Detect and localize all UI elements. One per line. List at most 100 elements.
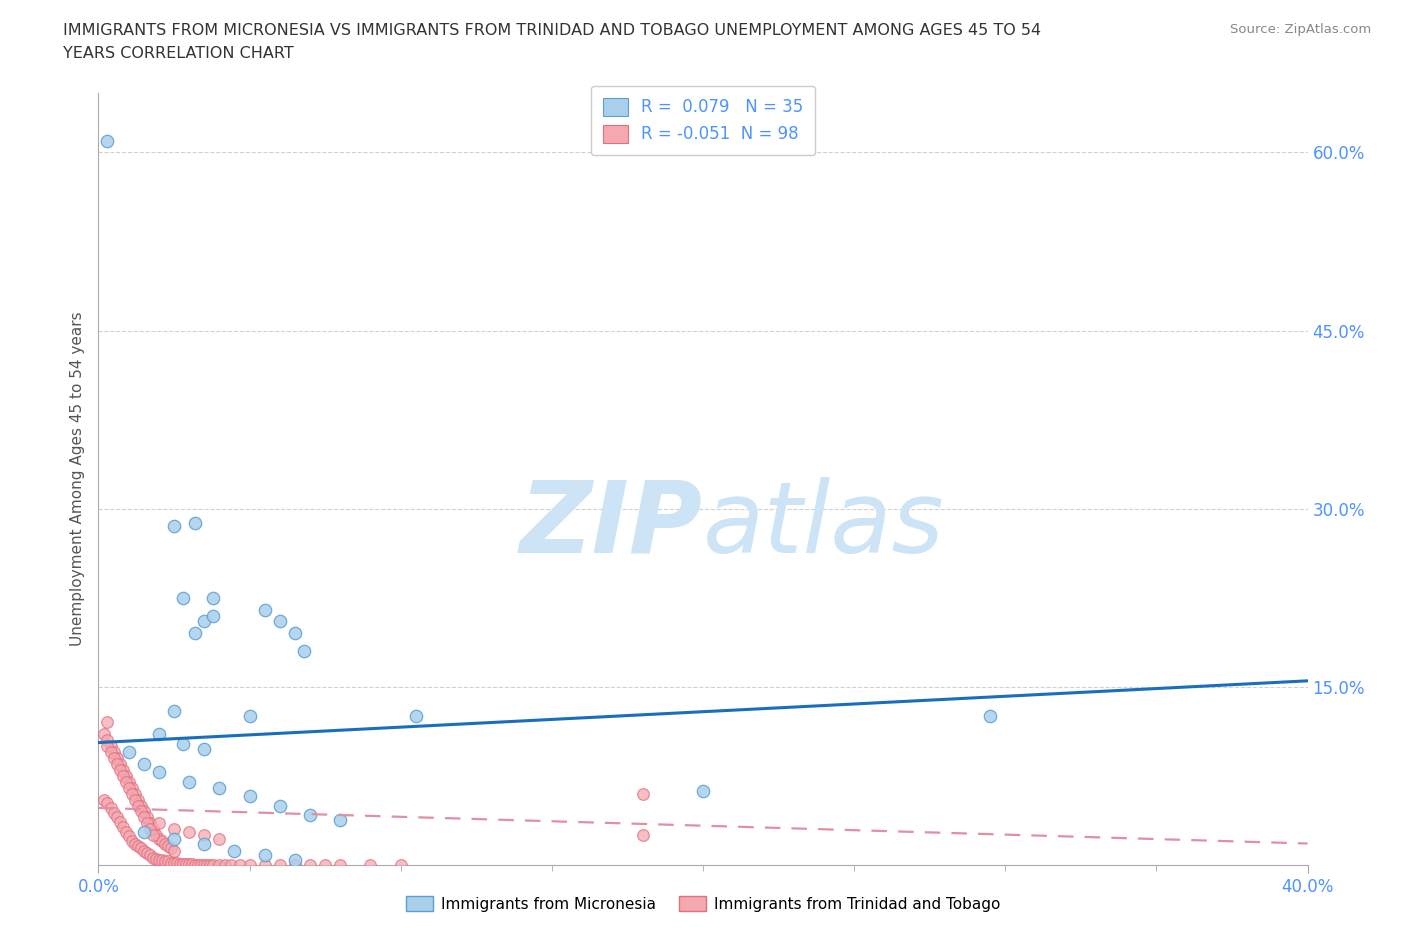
Point [127, 798, 149, 813]
Point [124, 786, 146, 801]
Point [172, 737, 194, 751]
Point [224, 844, 246, 858]
Point [214, 857, 236, 872]
Point [200, 857, 222, 872]
Point [96, 733, 118, 748]
Point [132, 810, 155, 825]
Point [193, 741, 215, 756]
Point [139, 848, 162, 863]
Point [153, 854, 176, 869]
Point [202, 857, 225, 872]
Point [329, 812, 352, 827]
Point [132, 804, 155, 819]
Point [108, 815, 131, 830]
Point [239, 709, 262, 724]
Point [184, 626, 207, 641]
Text: ZIP: ZIP [520, 477, 703, 574]
Point [163, 844, 186, 858]
Point [284, 626, 307, 641]
Point [314, 857, 336, 872]
Point [114, 775, 136, 790]
Point [163, 703, 186, 718]
Point [253, 857, 276, 872]
Point [111, 768, 134, 783]
Point [118, 745, 141, 760]
Point [172, 857, 194, 871]
Point [114, 824, 136, 839]
Point [389, 857, 412, 872]
Point [96, 715, 118, 730]
Point [103, 751, 125, 765]
Point [96, 796, 118, 811]
Point [163, 831, 186, 846]
Point [124, 836, 146, 851]
Point [103, 805, 125, 820]
Point [127, 839, 149, 854]
Point [105, 756, 128, 771]
Point [118, 780, 141, 795]
Point [269, 857, 291, 872]
Point [163, 822, 186, 837]
Point [118, 775, 141, 790]
Point [108, 756, 131, 771]
Point [202, 608, 225, 623]
Point [190, 857, 212, 872]
Point [96, 738, 118, 753]
Point [195, 857, 218, 872]
Point [193, 857, 215, 872]
Point [284, 857, 307, 872]
Point [100, 745, 122, 760]
Point [299, 857, 322, 872]
Point [129, 798, 152, 813]
Point [103, 745, 125, 760]
Point [229, 857, 252, 872]
Point [124, 792, 146, 807]
Point [299, 807, 322, 822]
Point [135, 810, 157, 825]
Point [253, 602, 276, 617]
Point [132, 844, 155, 858]
Point [184, 515, 207, 530]
Point [145, 828, 167, 843]
Point [142, 850, 165, 865]
Point [979, 709, 1001, 724]
Point [148, 764, 170, 779]
Point [208, 831, 231, 846]
Point [127, 792, 149, 807]
Point [631, 828, 654, 843]
Point [139, 822, 162, 837]
Point [121, 780, 143, 795]
Point [172, 591, 194, 605]
Point [160, 841, 183, 856]
Point [631, 786, 654, 801]
Point [148, 816, 170, 830]
Point [105, 751, 128, 765]
Point [96, 133, 118, 148]
Point [329, 857, 352, 872]
Point [360, 857, 382, 872]
Point [142, 828, 165, 843]
Point [156, 854, 179, 869]
Point [193, 828, 215, 843]
Point [405, 709, 427, 724]
Point [121, 786, 143, 801]
Point [100, 801, 122, 816]
Point [284, 853, 307, 868]
Point [202, 591, 225, 605]
Point [150, 833, 173, 848]
Point [163, 855, 186, 870]
Text: YEARS CORRELATION CHART: YEARS CORRELATION CHART [63, 46, 294, 61]
Point [93, 727, 115, 742]
Text: atlas: atlas [703, 477, 945, 574]
Point [184, 857, 207, 872]
Point [692, 784, 714, 799]
Point [193, 836, 215, 851]
Point [239, 789, 262, 804]
Point [129, 841, 152, 856]
Point [132, 756, 155, 771]
Point [166, 855, 188, 870]
Point [269, 798, 291, 813]
Point [208, 857, 231, 872]
Point [174, 857, 197, 871]
Point [135, 845, 157, 860]
